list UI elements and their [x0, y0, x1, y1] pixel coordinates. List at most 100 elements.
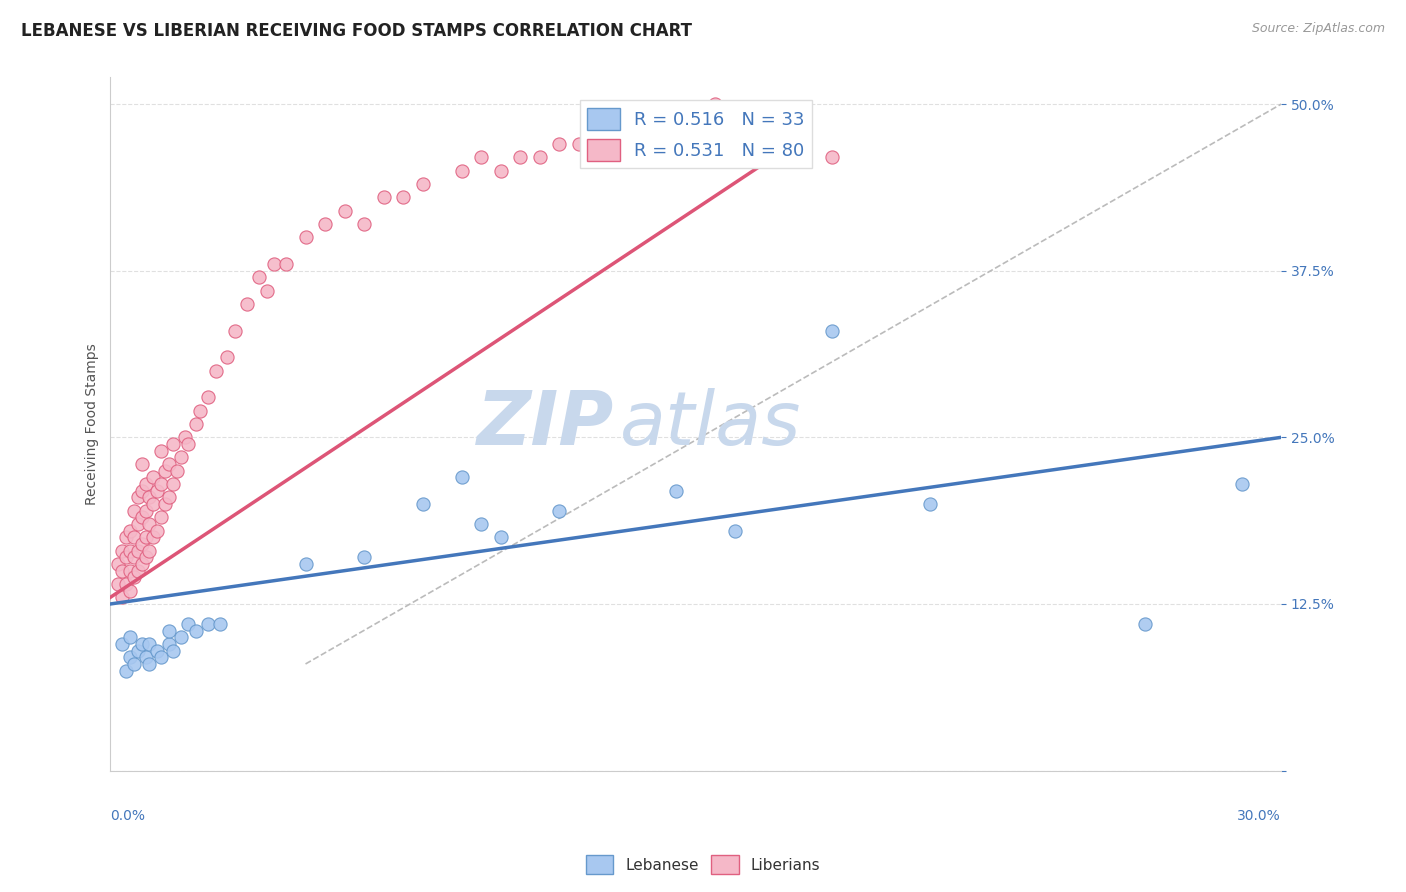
Point [118, 564, 141, 578]
Point [142, 530, 165, 544]
Point [131, 557, 153, 571]
Point [122, 503, 145, 517]
Point [821, 150, 844, 164]
Point [111, 543, 134, 558]
Point [162, 477, 184, 491]
Point [173, 430, 195, 444]
Point [135, 650, 157, 665]
Point [135, 530, 157, 544]
Point [153, 464, 176, 478]
Point [122, 570, 145, 584]
Point [157, 491, 180, 505]
Point [122, 550, 145, 565]
Point [162, 437, 184, 451]
Point [111, 564, 134, 578]
Point [146, 483, 169, 498]
Point [131, 537, 153, 551]
Point [274, 257, 297, 271]
Point [645, 111, 668, 125]
Point [135, 477, 157, 491]
Point [373, 190, 395, 204]
Point [548, 503, 571, 517]
Point [186, 624, 208, 638]
Text: atlas: atlas [620, 388, 801, 460]
Point [1230, 477, 1253, 491]
Point [294, 557, 316, 571]
Point [135, 550, 157, 565]
Y-axis label: Receiving Food Stamps: Receiving Food Stamps [86, 343, 100, 505]
Point [127, 564, 149, 578]
Point [177, 437, 200, 451]
Point [470, 150, 492, 164]
Point [131, 457, 153, 471]
Point [606, 111, 628, 125]
Legend: Lebanese, Liberians: Lebanese, Liberians [579, 849, 827, 880]
Point [263, 257, 285, 271]
Point [157, 637, 180, 651]
Point [450, 163, 472, 178]
Point [131, 637, 153, 651]
Point [118, 543, 141, 558]
Point [568, 137, 591, 152]
Point [122, 530, 145, 544]
Point [162, 643, 184, 657]
Point [489, 530, 512, 544]
Point [470, 516, 492, 531]
Point [111, 637, 134, 651]
Point [150, 650, 173, 665]
Point [118, 583, 141, 598]
Point [115, 577, 138, 591]
Point [412, 497, 434, 511]
Point [188, 403, 211, 417]
Point [208, 617, 231, 632]
Point [197, 617, 219, 632]
Point [333, 203, 356, 218]
Point [118, 524, 141, 538]
Point [489, 163, 512, 178]
Point [247, 270, 270, 285]
Point [138, 491, 160, 505]
Point [1133, 617, 1156, 632]
Point [412, 177, 434, 191]
Point [548, 137, 571, 152]
Point [111, 591, 134, 605]
Point [169, 630, 191, 644]
Point [821, 324, 844, 338]
Point [157, 457, 180, 471]
Point [450, 470, 472, 484]
Point [107, 577, 129, 591]
Text: 30.0%: 30.0% [1237, 809, 1281, 823]
Point [146, 643, 169, 657]
Point [138, 657, 160, 671]
Point [314, 217, 336, 231]
Point [150, 477, 173, 491]
Point [197, 390, 219, 404]
Point [118, 630, 141, 644]
Point [118, 650, 141, 665]
Legend: R = 0.516   N = 33, R = 0.531   N = 80: R = 0.516 N = 33, R = 0.531 N = 80 [579, 100, 811, 168]
Point [529, 150, 551, 164]
Text: LEBANESE VS LIBERIAN RECEIVING FOOD STAMPS CORRELATION CHART: LEBANESE VS LIBERIAN RECEIVING FOOD STAM… [21, 22, 692, 40]
Point [138, 637, 160, 651]
Point [204, 364, 226, 378]
Point [115, 664, 138, 678]
Point [509, 150, 531, 164]
Point [115, 550, 138, 565]
Point [127, 543, 149, 558]
Point [704, 97, 727, 112]
Point [150, 443, 173, 458]
Point [127, 643, 149, 657]
Point [135, 503, 157, 517]
Point [294, 230, 316, 244]
Point [127, 491, 149, 505]
Text: Source: ZipAtlas.com: Source: ZipAtlas.com [1251, 22, 1385, 36]
Point [724, 524, 747, 538]
Point [138, 543, 160, 558]
Point [131, 510, 153, 524]
Point [353, 217, 375, 231]
Text: ZIP: ZIP [477, 387, 614, 460]
Point [122, 657, 145, 671]
Point [166, 464, 188, 478]
Point [744, 111, 766, 125]
Point [256, 284, 278, 298]
